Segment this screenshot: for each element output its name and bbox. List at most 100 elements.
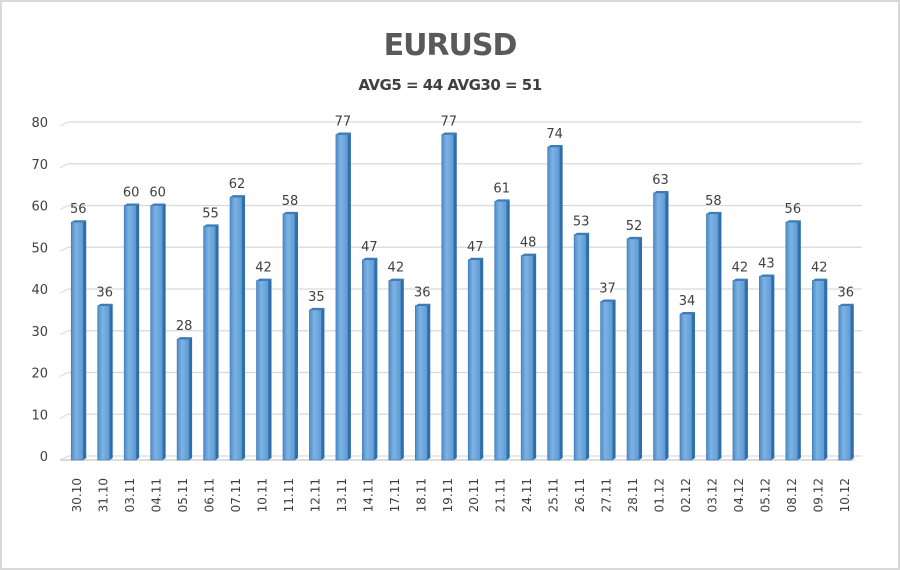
data-label: 43 [758,256,775,271]
data-label: 58 [705,194,722,209]
bar [732,278,748,461]
bar [388,278,404,461]
bar [256,278,272,461]
bar [467,257,484,461]
bar [653,190,669,461]
data-label: 60 [149,186,166,201]
x-tick-label: 27.11 [600,478,614,512]
gridline-diagonal [59,330,69,336]
data-label: 52 [626,219,643,234]
x-tick-label: 07.11 [229,478,243,512]
x-tick-label: 06.11 [203,478,217,512]
bar [706,211,722,461]
gridline-diagonal [59,288,69,294]
data-label: 35 [308,290,325,305]
x-tick-label: 01.12 [653,478,667,512]
y-tick-label: 80 [31,116,48,131]
bar [203,224,219,461]
data-label: 36 [414,286,431,301]
y-tick-label: 10 [31,408,48,423]
x-tick-label: 20.11 [467,478,481,512]
y-tick-label: 50 [31,241,48,256]
data-label: 77 [440,115,457,130]
chart-title: EURUSD [383,28,518,63]
data-label: 42 [732,261,749,276]
x-tick-label: 24.11 [520,478,534,512]
data-label: 34 [679,294,696,309]
x-tick-label: 13.11 [335,478,349,512]
bar [811,278,828,461]
y-tick-label: 70 [31,158,48,173]
x-tick-label: 05.12 [758,478,772,512]
data-label: 74 [546,127,563,142]
bar [97,303,113,461]
x-tick-label: 18.11 [414,478,428,512]
bar [785,220,801,461]
bar [282,211,298,461]
data-label: 42 [811,261,828,276]
y-tick-label: 30 [31,325,48,340]
x-tick-label: 30.10 [70,478,84,512]
data-label: 42 [255,261,272,276]
x-tick-label: 10.11 [256,478,270,512]
bar [626,236,643,461]
data-label: 48 [520,236,537,251]
data-label: 28 [176,319,193,334]
x-tick-label: 25.11 [547,478,561,512]
bar [309,307,325,461]
bar [441,132,457,461]
data-label: 77 [335,115,352,130]
data-label: 47 [361,240,378,255]
y-tick-label: 60 [31,200,48,215]
data-label: 61 [493,181,510,196]
data-label: 53 [573,215,590,230]
y-tick-label: 40 [31,283,48,298]
bar [759,274,775,461]
x-tick-label: 26.11 [573,478,587,512]
x-tick-label: 04.11 [150,478,164,512]
chart-subtitle: AVG5 = 44 AVG30 = 51 [358,76,542,94]
x-tick-label: 03.11 [123,478,137,512]
bar [573,232,590,461]
bar [520,253,537,461]
gridline-diagonal [59,372,69,377]
x-tick-label: 21.11 [494,478,508,512]
y-tick-label: 20 [31,367,48,382]
data-label: 63 [652,173,669,188]
bar [150,203,166,461]
data-label: 47 [467,240,484,255]
gridline-diagonal [59,205,69,210]
data-label: 58 [282,194,299,209]
x-tick-label: 17.11 [388,478,402,512]
x-tick-label: 09.12 [811,478,825,512]
bar [123,203,140,461]
gridline-diagonal [59,246,69,252]
bar [335,132,351,461]
x-tick-label: 28.11 [626,478,640,512]
bar [547,145,563,461]
bar [679,312,695,461]
bar [494,199,510,461]
data-label: 36 [837,286,854,301]
data-label: 60 [123,186,140,201]
y-tick-label: 0 [40,450,48,465]
x-tick-label: 12.11 [308,478,322,512]
data-label: 56 [70,202,87,217]
bar [600,299,616,461]
x-tick-label: 02.12 [679,478,693,512]
data-label: 42 [388,261,405,276]
x-tick-label: 03.12 [705,478,719,512]
data-label: 36 [96,286,113,301]
bar [176,337,193,461]
x-tick-label: 10.12 [838,478,852,512]
data-label: 56 [785,202,802,217]
bar [838,303,854,461]
x-tick-label: 05.11 [176,478,190,512]
x-tick-label: 31.10 [97,478,111,512]
x-tick-label: 19.11 [441,478,455,512]
x-tick-label: 08.12 [785,478,799,512]
bar [70,220,87,461]
data-label: 62 [229,177,246,192]
